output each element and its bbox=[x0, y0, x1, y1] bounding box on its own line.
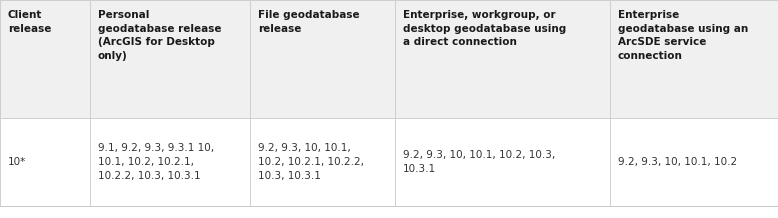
Bar bbox=[90, 118, 250, 206]
Text: 10*: 10* bbox=[8, 157, 26, 167]
Text: Personal
geodatabase release
(ArcGIS for Desktop
only): Personal geodatabase release (ArcGIS for… bbox=[98, 10, 222, 61]
Bar bbox=[395, 0, 610, 118]
Text: 9.2, 9.3, 10, 10.1,
10.2, 10.2.1, 10.2.2,
10.3, 10.3.1: 9.2, 9.3, 10, 10.1, 10.2, 10.2.1, 10.2.2… bbox=[258, 143, 364, 181]
Bar bbox=[610, 0, 778, 118]
Bar bbox=[250, 0, 395, 118]
Bar bbox=[395, 0, 610, 118]
Bar bbox=[0, 118, 90, 206]
Bar bbox=[610, 118, 778, 206]
Bar bbox=[250, 118, 395, 206]
Bar bbox=[0, 0, 90, 118]
Bar bbox=[250, 118, 395, 206]
Text: 9.2, 9.3, 10, 10.1, 10.2, 10.3,
10.3.1: 9.2, 9.3, 10, 10.1, 10.2, 10.3, 10.3.1 bbox=[403, 150, 555, 174]
Text: 9.1, 9.2, 9.3, 9.3.1 10,
10.1, 10.2, 10.2.1,
10.2.2, 10.3, 10.3.1: 9.1, 9.2, 9.3, 9.3.1 10, 10.1, 10.2, 10.… bbox=[98, 143, 214, 181]
Text: File geodatabase
release: File geodatabase release bbox=[258, 10, 359, 34]
Bar bbox=[610, 0, 778, 118]
Text: Client
release: Client release bbox=[8, 10, 51, 34]
Bar bbox=[395, 118, 610, 206]
Bar bbox=[0, 0, 90, 118]
Bar bbox=[395, 118, 610, 206]
Text: Enterprise, workgroup, or
desktop geodatabase using
a direct connection: Enterprise, workgroup, or desktop geodat… bbox=[403, 10, 566, 47]
Text: Enterprise
geodatabase using an
ArcSDE service
connection: Enterprise geodatabase using an ArcSDE s… bbox=[618, 10, 748, 61]
Bar bbox=[90, 118, 250, 206]
Bar bbox=[0, 118, 90, 206]
Bar bbox=[90, 0, 250, 118]
Bar bbox=[90, 0, 250, 118]
Text: 9.2, 9.3, 10, 10.1, 10.2: 9.2, 9.3, 10, 10.1, 10.2 bbox=[618, 157, 737, 167]
Bar bbox=[610, 118, 778, 206]
Bar bbox=[250, 0, 395, 118]
